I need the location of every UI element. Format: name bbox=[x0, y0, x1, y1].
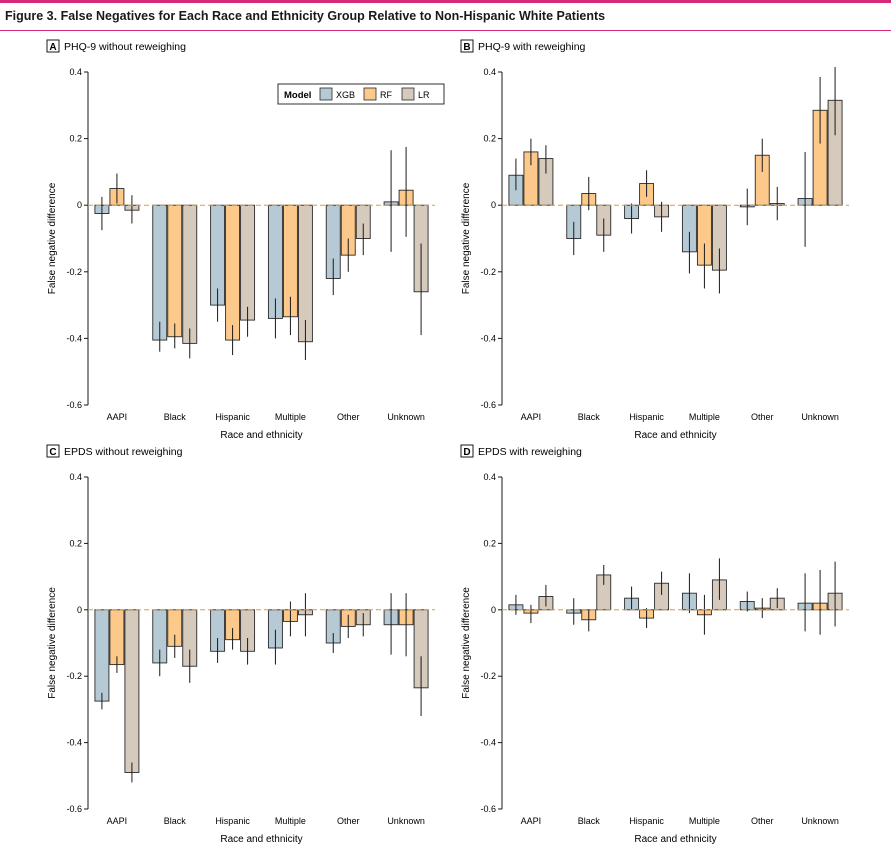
y-axis-label: False negative difference bbox=[461, 182, 472, 294]
y-tick-label: 0 bbox=[491, 605, 496, 615]
x-tick-label: AAPI bbox=[521, 412, 542, 422]
x-tick-label: Hispanic bbox=[629, 816, 664, 826]
panel-letter-box bbox=[460, 39, 474, 53]
title-accent-bar bbox=[0, 0, 891, 3]
bar-rf bbox=[225, 204, 241, 341]
panel-letter: A bbox=[49, 42, 56, 53]
panel-letter-box bbox=[460, 444, 474, 458]
y-tick-label: 0 bbox=[77, 200, 82, 210]
panel-a: A PHQ-9 without reweighing 0.4 0.2 0 -0.2 -0.4… bbox=[46, 39, 435, 441]
y-axis-label: False negative difference bbox=[47, 182, 58, 294]
x-axis-label: Race and ethnicity bbox=[634, 430, 716, 441]
x-tick-label: Hispanic bbox=[215, 816, 250, 826]
panel-c: C EPDS without reweighing 0.4 0.2 0 -0.2 -0.4 -… bbox=[46, 444, 435, 845]
panel-title: PHQ-9 without reweighing bbox=[64, 41, 186, 53]
y-tick-label: -0.4 bbox=[66, 738, 82, 748]
y-axis-label: False negative difference bbox=[47, 587, 58, 699]
y-tick-label: -0.6 bbox=[480, 400, 496, 410]
x-tick-label: Black bbox=[578, 412, 601, 422]
y-tick-label: 0.4 bbox=[69, 67, 82, 77]
panel-letter: D bbox=[463, 447, 470, 458]
x-tick-label: Black bbox=[164, 816, 187, 826]
x-axis-label: Race and ethnicity bbox=[634, 834, 716, 845]
panel-letter-box bbox=[46, 444, 60, 458]
y-tick-label: 0 bbox=[491, 200, 496, 210]
x-tick-label: Hispanic bbox=[215, 412, 250, 422]
bar-lr bbox=[124, 609, 140, 773]
y-tick-label: -0.4 bbox=[480, 333, 496, 343]
x-tick-label: Other bbox=[337, 412, 360, 422]
y-tick-label: 0.2 bbox=[69, 538, 82, 548]
x-tick-label: Multiple bbox=[275, 412, 306, 422]
bar-lr bbox=[182, 204, 198, 344]
x-tick-label: Black bbox=[578, 816, 601, 826]
x-tick-label: AAPI bbox=[107, 816, 128, 826]
x-tick-label: Other bbox=[751, 816, 774, 826]
bar-xgb bbox=[94, 609, 110, 702]
y-tick-label: -0.6 bbox=[480, 804, 496, 814]
bar-lr bbox=[240, 204, 256, 321]
y-tick-label: -0.2 bbox=[66, 671, 82, 681]
panel-b: B PHQ-9 with reweighing 0.4 0.2 0 -0.2 -0.4 -0.… bbox=[460, 39, 849, 441]
title-rule bbox=[0, 30, 891, 31]
x-tick-label: Multiple bbox=[275, 816, 306, 826]
y-tick-label: 0.2 bbox=[69, 134, 82, 144]
x-tick-label: Unknown bbox=[387, 412, 425, 422]
y-tick-label: 0 bbox=[77, 605, 82, 615]
y-tick-label: 0.2 bbox=[483, 134, 496, 144]
x-tick-label: Unknown bbox=[801, 816, 839, 826]
panel-letter-box bbox=[46, 39, 60, 53]
bar-rf bbox=[167, 204, 183, 338]
x-tick-label: AAPI bbox=[521, 816, 542, 826]
y-tick-label: 0.2 bbox=[483, 538, 496, 548]
y-tick-label: -0.4 bbox=[480, 738, 496, 748]
legend-label-lr: LR bbox=[418, 90, 430, 100]
panel-title: EPDS with reweighing bbox=[478, 446, 582, 458]
y-tick-label: -0.6 bbox=[66, 804, 82, 814]
bar-xgb bbox=[152, 204, 168, 341]
x-tick-label: Other bbox=[337, 816, 360, 826]
y-tick-label: 0.4 bbox=[483, 472, 496, 482]
y-tick-label: -0.2 bbox=[480, 671, 496, 681]
legend: Model XGB RF LR bbox=[277, 83, 445, 105]
y-tick-label: -0.2 bbox=[480, 267, 496, 277]
legend-label-xgb: XGB bbox=[336, 90, 355, 100]
x-tick-label: Multiple bbox=[689, 816, 720, 826]
y-tick-label: -0.6 bbox=[66, 400, 82, 410]
x-tick-label: Unknown bbox=[387, 816, 425, 826]
panel-title: EPDS without reweighing bbox=[64, 446, 183, 458]
legend-swatch-xgb bbox=[319, 87, 333, 101]
x-tick-label: Other bbox=[751, 412, 774, 422]
figure-title: Figure 3. False Negatives for Each Race … bbox=[5, 9, 606, 23]
x-axis-label: Race and ethnicity bbox=[220, 430, 302, 441]
y-axis-label: False negative difference bbox=[461, 587, 472, 699]
legend-swatch-rf bbox=[363, 87, 377, 101]
x-tick-label: Black bbox=[164, 412, 187, 422]
y-tick-label: -0.4 bbox=[66, 333, 82, 343]
y-tick-label: 0.4 bbox=[69, 472, 82, 482]
x-tick-label: Multiple bbox=[689, 412, 720, 422]
panel-title: PHQ-9 with reweighing bbox=[478, 41, 586, 53]
panel-d: D EPDS with reweighing 0.4 0.2 0 -0.2 -0.4 -0.6… bbox=[460, 444, 849, 845]
x-tick-label: Hispanic bbox=[629, 412, 664, 422]
panel-letter: B bbox=[463, 42, 470, 53]
legend-swatch-lr bbox=[401, 87, 415, 101]
x-tick-label: AAPI bbox=[107, 412, 128, 422]
legend-label-rf: RF bbox=[380, 90, 392, 100]
y-tick-label: -0.2 bbox=[66, 267, 82, 277]
x-tick-label: Unknown bbox=[801, 412, 839, 422]
panel-letter: C bbox=[49, 447, 56, 458]
legend-title: Model bbox=[284, 90, 311, 101]
x-axis-label: Race and ethnicity bbox=[220, 834, 302, 845]
y-tick-label: 0.4 bbox=[483, 67, 496, 77]
